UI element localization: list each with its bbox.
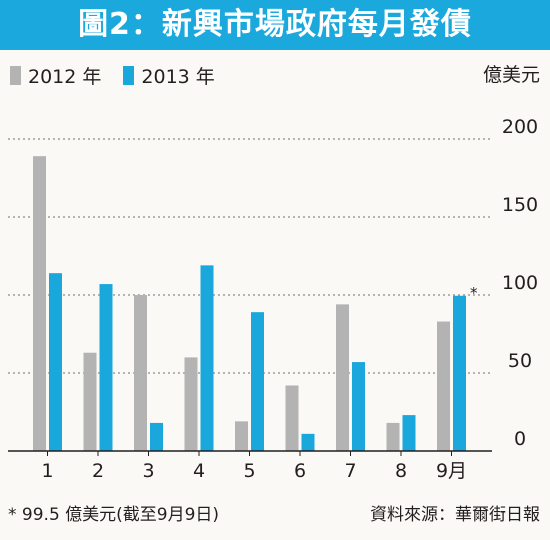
chart-title: 圖2：新興市場政府每月發債 xyxy=(0,0,550,50)
legend: 2012 年 2013 年 xyxy=(10,62,237,88)
y-tick-label: 50 xyxy=(508,350,532,372)
x-tick-label: 5 xyxy=(243,460,255,482)
y-axis-unit-label: 億美元 xyxy=(482,64,540,86)
legend-item-2013: 2013 年 xyxy=(123,62,215,89)
y-tick-label: 0 xyxy=(514,428,526,450)
x-tick-label: 8 xyxy=(395,460,407,482)
x-tick-label: 1 xyxy=(41,460,53,482)
y-tick-label: 200 xyxy=(502,116,538,138)
bar-2013 xyxy=(453,295,466,451)
bar-2013 xyxy=(402,415,416,451)
bar-2012 xyxy=(285,385,299,451)
bar-2012 xyxy=(386,422,400,451)
bar-2012 xyxy=(83,352,97,451)
bar-2013 xyxy=(150,422,163,451)
x-tick-label: 3 xyxy=(142,460,154,482)
legend-label-2012: 2012 年 xyxy=(28,65,102,88)
bar-2012 xyxy=(33,156,46,451)
bar-2013 xyxy=(251,312,264,451)
bar-2012 xyxy=(336,304,349,451)
legend-swatch-2013 xyxy=(123,65,135,85)
bar-2012 xyxy=(134,295,147,451)
bar-2012 xyxy=(184,357,198,451)
legend-item-2012: 2012 年 xyxy=(10,62,101,89)
footnote: * 99.5 億美元(截至9月9日) xyxy=(8,505,220,525)
bar-2013 xyxy=(99,284,113,451)
x-tick-label: 2 xyxy=(92,460,104,482)
bar-2013 xyxy=(301,433,315,451)
x-tick-label: 9月 xyxy=(436,460,467,482)
bar-2013 xyxy=(49,273,62,451)
y-tick-label: 100 xyxy=(502,272,538,294)
y-tick-label: 150 xyxy=(502,194,538,216)
x-tick-label: 6 xyxy=(294,460,306,482)
bar-2012 xyxy=(235,421,248,451)
bar-2013 xyxy=(352,362,365,451)
bar-2012 xyxy=(437,321,450,451)
legend-swatch-2012 xyxy=(10,65,21,85)
bar-2013 xyxy=(200,265,214,451)
x-tick-label: 4 xyxy=(193,460,205,482)
legend-label-2013: 2013 年 xyxy=(141,65,215,88)
annotation-asterisk: * xyxy=(470,284,478,302)
x-tick-label: 7 xyxy=(344,460,356,482)
source-credit: 資料來源：華爾街日報 xyxy=(370,505,540,525)
